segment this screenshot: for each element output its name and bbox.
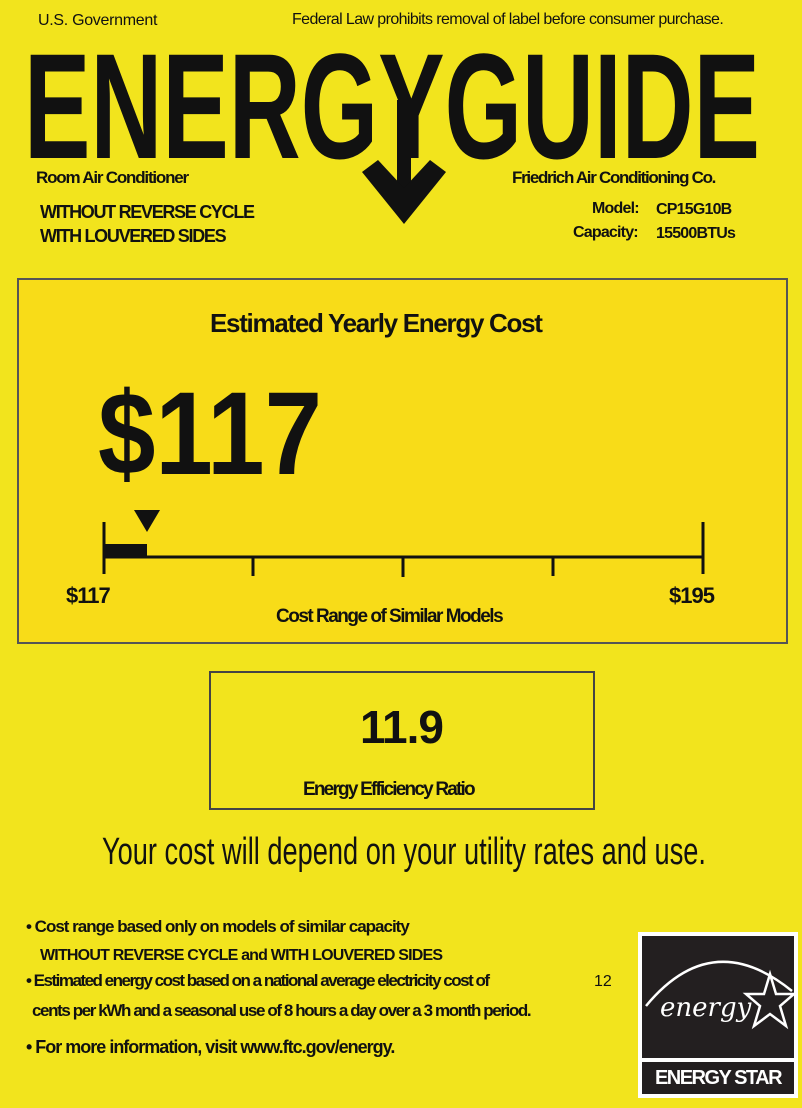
cost-marker-icon: [134, 510, 160, 532]
note-cost-range: • Cost range based only on models of sim…: [26, 917, 410, 936]
energy-star-logo: energy ENERGY STAR: [638, 932, 798, 1098]
cost-position-bar: [104, 544, 147, 557]
note-energy-cost: • Estimated energy cost based on a natio…: [26, 971, 490, 990]
energy-star-icon: energy: [645, 960, 798, 1030]
efficiency-box: [209, 671, 595, 810]
energy-star-script: energy: [660, 993, 752, 1023]
note-cost-range-features: WITHOUT REVERSE CYCLE and WITH LOUVERED …: [40, 947, 443, 964]
note-more-info: • For more information, visit www.ftc.go…: [26, 1037, 395, 1057]
government-label: U.S. Government: [38, 12, 158, 29]
cost-range-scale: [102, 510, 705, 577]
yearly-cost-box: [17, 278, 788, 644]
tagline: Your cost will depend on your utility ra…: [102, 831, 706, 873]
capacity-label: Capacity:: [573, 224, 639, 241]
efficiency-value: 11.9: [360, 701, 444, 753]
cost-heading: Estimated Yearly Energy Cost: [210, 308, 543, 338]
capacity-value: 15500BTUs: [656, 225, 736, 242]
energyguide-title-wrap: ENERGYGUIDE: [24, 40, 760, 164]
model-label: Model:: [592, 200, 640, 217]
down-arrow-icon: [362, 100, 446, 224]
model-value: CP15G10B: [656, 201, 732, 218]
electricity-rate: 12: [594, 973, 612, 990]
manufacturer: Friedrich Air Conditioning Co.: [512, 168, 716, 187]
note-energy-cost-cont: cents per kWh and a seasonal use of 8 ho…: [32, 1001, 532, 1020]
energyguide-title: ENERGYGUIDE: [24, 40, 760, 164]
range-max-label: $195: [669, 583, 715, 608]
legal-notice: Federal Law prohibits removal of label b…: [292, 11, 724, 28]
cost-value-wrap: $117: [98, 372, 322, 482]
range-min-label: $117: [66, 583, 111, 608]
energy-star-label: ENERGY STAR: [642, 1062, 794, 1094]
product-type: Room Air Conditioner: [36, 168, 189, 187]
range-caption: Cost Range of Similar Models: [276, 606, 504, 627]
cost-value: $117: [98, 372, 322, 482]
tagline-wrap: Your cost will depend on your utility ra…: [102, 831, 706, 873]
efficiency-label: Energy Efficiency Ratio: [303, 779, 476, 800]
feature-1: WITHOUT REVERSE CYCLE: [40, 202, 255, 222]
feature-2: WITH LOUVERED SIDES: [40, 226, 227, 246]
